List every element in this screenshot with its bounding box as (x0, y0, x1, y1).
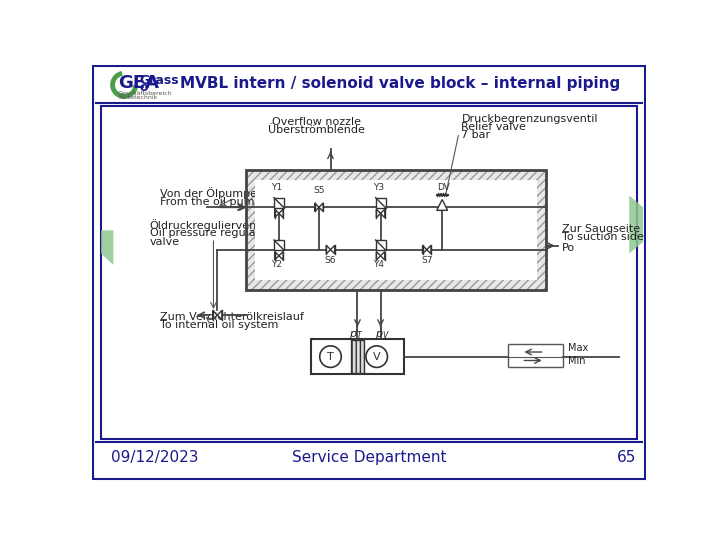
Text: Overflow nozzle: Overflow nozzle (272, 117, 361, 127)
Text: Max: Max (567, 343, 588, 353)
Text: To internal oil system: To internal oil system (160, 320, 278, 330)
Text: Druckbegrenzungsventil: Druckbegrenzungsventil (462, 114, 598, 125)
Bar (351, 340, 364, 373)
Polygon shape (274, 252, 279, 260)
Text: Po: Po (562, 243, 575, 253)
Text: Zur Saugseite: Zur Saugseite (562, 224, 639, 234)
Polygon shape (381, 209, 384, 218)
Polygon shape (381, 252, 384, 260)
Text: From the oil pump: From the oil pump (160, 197, 261, 207)
Polygon shape (217, 310, 222, 320)
Polygon shape (377, 252, 381, 260)
Text: GEA: GEA (118, 75, 159, 92)
Text: Y4: Y4 (373, 260, 384, 268)
Polygon shape (427, 245, 431, 254)
Text: Geschäftsbereich: Geschäftsbereich (118, 91, 173, 96)
Text: Grass: Grass (140, 73, 179, 87)
Bar (311, 339, 404, 374)
Text: 65: 65 (617, 450, 636, 465)
Text: DV: DV (437, 183, 450, 192)
Text: o: o (140, 82, 148, 94)
Bar (376, 240, 385, 250)
Text: $p_V$: $p_V$ (374, 329, 390, 341)
Bar (376, 198, 385, 208)
Bar (274, 198, 284, 208)
Text: Öldruckregulierventil: Öldruckregulierventil (150, 219, 267, 231)
Text: 09/12/2023: 09/12/2023 (111, 450, 199, 465)
Text: Y1: Y1 (271, 183, 282, 192)
Bar (246, 170, 546, 289)
Polygon shape (315, 203, 319, 212)
Polygon shape (437, 200, 448, 211)
Polygon shape (274, 209, 279, 218)
Text: Zum Verdichterölkreislauf: Zum Verdichterölkreislauf (160, 312, 303, 322)
Text: Min: Min (567, 356, 585, 366)
Polygon shape (212, 310, 217, 320)
Text: V: V (373, 352, 380, 362)
Polygon shape (279, 252, 283, 260)
Text: S5: S5 (313, 186, 325, 195)
Text: To suction side: To suction side (562, 232, 644, 242)
Text: S6: S6 (325, 256, 336, 266)
Bar (508, 343, 563, 367)
Polygon shape (330, 245, 335, 254)
Bar (274, 240, 284, 250)
Polygon shape (326, 245, 330, 254)
Text: Überströmblende: Überströmblende (269, 125, 365, 135)
Text: T: T (327, 352, 334, 362)
Polygon shape (101, 231, 113, 265)
Text: Kältetechnik: Kältetechnik (118, 96, 158, 100)
Text: MVBL intern / solenoid valve block – internal piping: MVBL intern / solenoid valve block – int… (180, 76, 620, 91)
Text: S7: S7 (421, 256, 433, 266)
Text: $p_T$: $p_T$ (348, 329, 363, 341)
Text: 7 bar: 7 bar (462, 130, 490, 140)
Text: Von der Ölpumpe: Von der Ölpumpe (160, 187, 256, 199)
Text: Relief valve: Relief valve (462, 122, 526, 132)
Text: Service Department: Service Department (292, 450, 446, 465)
Text: Oil pressure regulating: Oil pressure regulating (150, 228, 277, 239)
Bar (101, 106, 637, 439)
Polygon shape (319, 203, 323, 212)
Text: Y3: Y3 (373, 183, 384, 192)
Polygon shape (423, 245, 427, 254)
Bar (255, 179, 537, 280)
Circle shape (320, 346, 341, 367)
Circle shape (366, 346, 387, 367)
Bar (246, 170, 546, 289)
Polygon shape (279, 209, 283, 218)
Text: valve: valve (150, 237, 180, 247)
Polygon shape (629, 195, 643, 253)
Polygon shape (377, 209, 381, 218)
Text: Y2: Y2 (271, 260, 282, 268)
